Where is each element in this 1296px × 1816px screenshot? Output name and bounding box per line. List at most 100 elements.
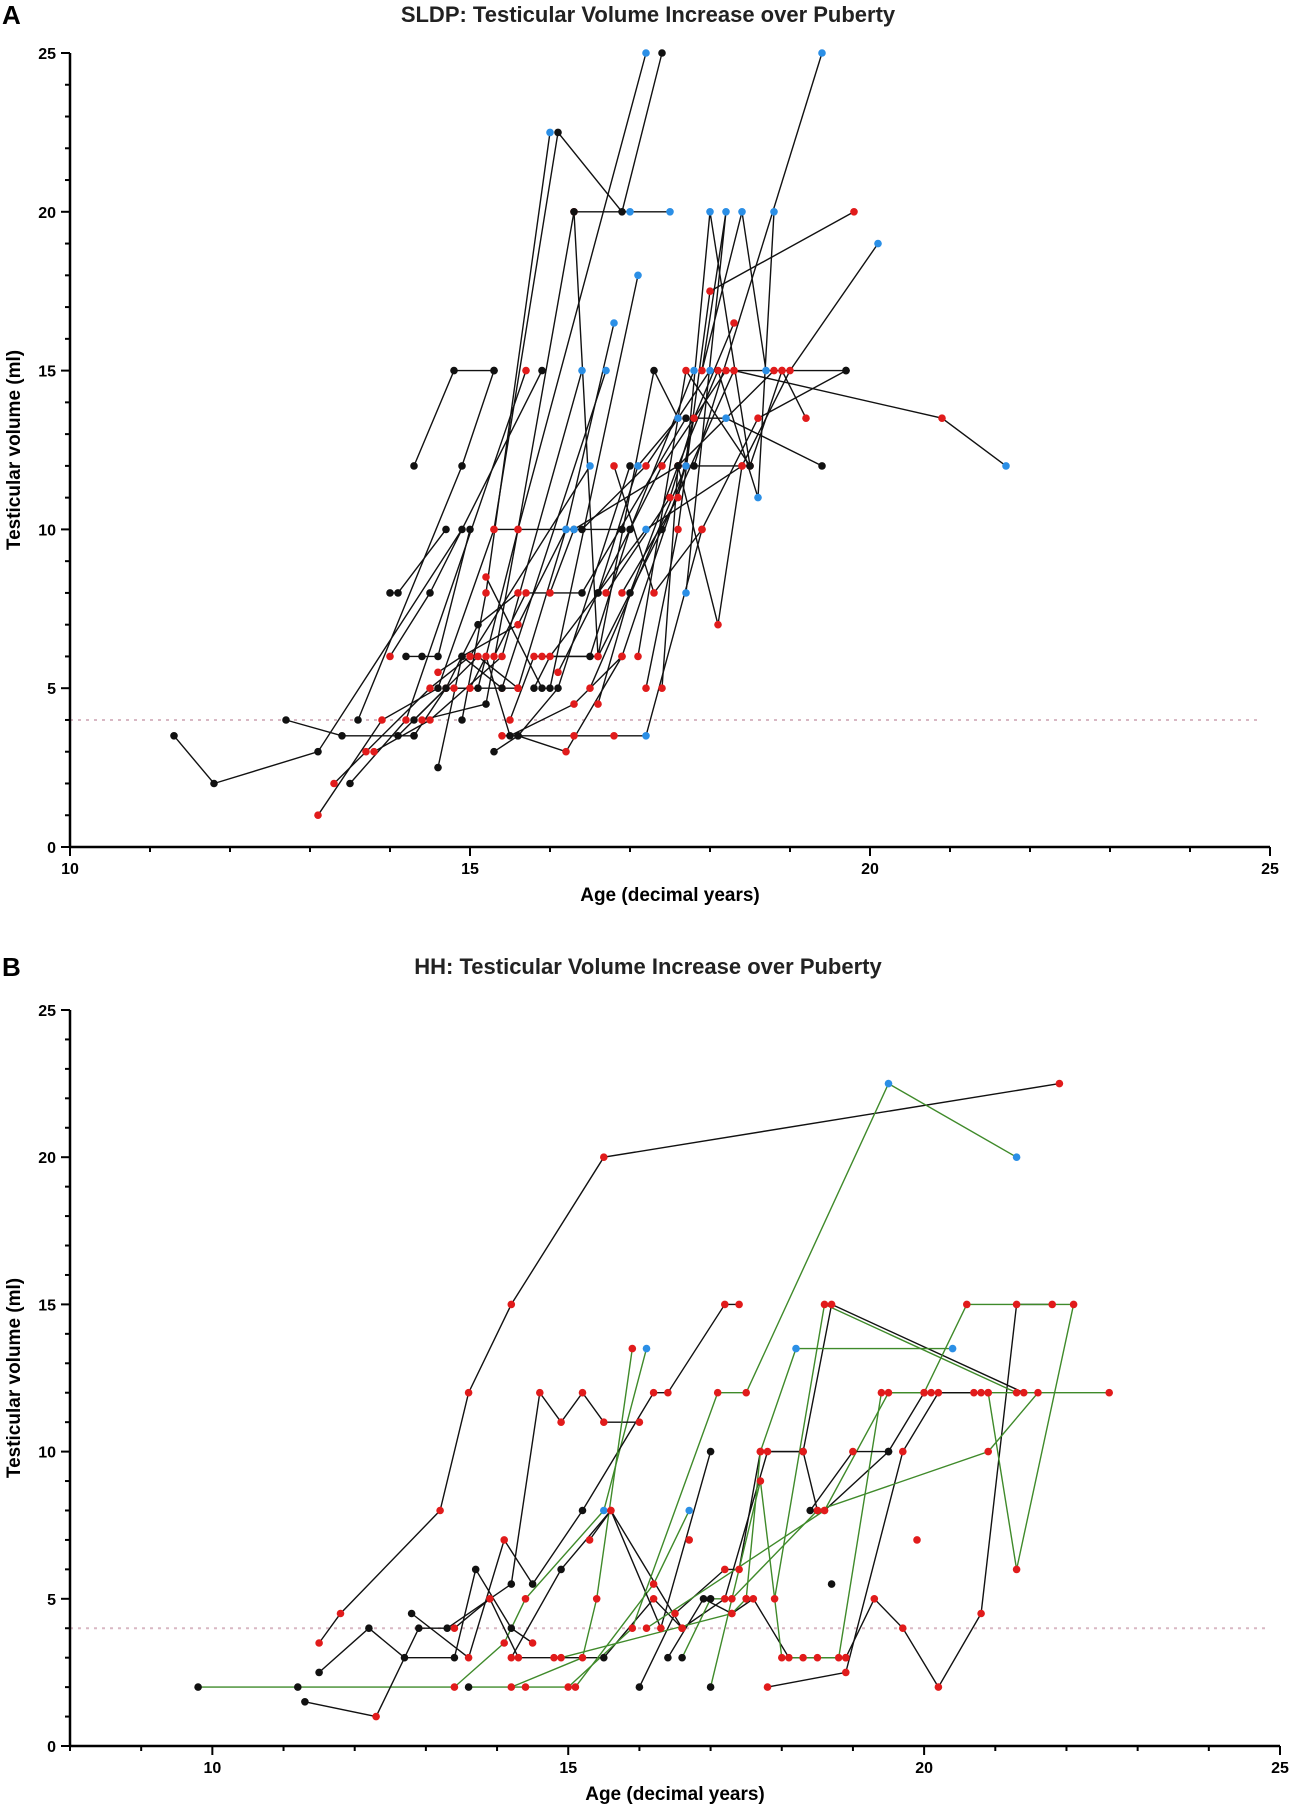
chart-a-data-point [634,462,642,470]
chart-b-data-point [927,1388,935,1397]
chart-a-series-line [597,465,750,705]
chart-a-series-line [677,243,879,625]
chart-a-data-point [498,652,506,661]
chart-a-data-point [706,366,714,375]
chart-a-data-point [690,462,698,470]
chart-b-data-point [842,1653,850,1662]
chart-b-data-point [578,1388,587,1397]
chart-a-data-point [674,493,682,502]
chart-a-data-point [778,366,786,375]
panel-b: B HH: Testicular Volume Increase over Pu… [0,952,1296,1816]
chart-a-data-point [738,462,746,470]
chart-b-series-line [304,1390,640,1718]
chart-b-data-point [884,1079,893,1088]
chart-b-data-point [799,1653,807,1662]
chart-a-data-point [626,208,634,216]
chart-b-data-point [607,1506,615,1515]
chart-a-data-point [458,525,466,534]
chart-a-data-point [570,208,578,216]
chart-b-data-point [649,1580,658,1588]
chart-b-series-line [767,1392,989,1688]
chart-b-data-point [721,1565,729,1574]
chart-a-data-point [514,620,522,629]
chart-b-data-point [706,1683,715,1691]
chart-a-data-point [530,684,538,692]
chart-a-data-point [466,652,474,661]
chart-b-x-tick-label: 20 [915,1760,933,1777]
chart-a-data-point [434,668,442,677]
chart-a-data-point [618,208,626,216]
chart-a: 0 5 10 15 20 25 10 15 20 25 Age (decimal years) Tes… [4,46,1279,906]
chart-b-data-point [870,1595,879,1603]
chart-b-data-point [315,1639,323,1647]
chart-a-data-point [506,716,514,724]
chart-b-data-point [365,1624,373,1632]
chart-a-data-point [802,414,810,423]
chart-a-x-tick-label: 25 [1261,861,1279,878]
chart-a-y-tick-label: 20 [38,205,56,222]
chart-b-data-point [436,1506,444,1515]
chart-a-data-point [610,462,618,470]
chart-a-data-point [730,319,738,327]
chart-a-data-point [522,589,530,597]
chart-a-data-point [314,747,322,756]
chart-title-a: SLDP: Testicular Volume Increase over Pu… [400,2,896,27]
chart-b-data-point [920,1388,928,1397]
chart-a-data-point [458,462,466,470]
chart-a-data-point [330,779,338,788]
chart-a-data-point [842,366,850,375]
chart-a-data-point [482,573,490,581]
chart-a-data-point [698,525,706,534]
chart-b-data-point [557,1418,565,1426]
chart-a-data-point [642,49,650,57]
chart-b-series-line [198,1348,648,1688]
chart-a-data-point [642,732,650,740]
chart-a-data-point [666,208,674,216]
chart-b-data-point [934,1683,943,1691]
chart-b-data-point [877,1388,886,1397]
chart-a-data-point [674,414,682,423]
chart-b-data-point [415,1624,423,1632]
chart-b-data-point [799,1447,807,1456]
chart-b-data-point [770,1595,779,1603]
chart-a-data-point [490,652,498,661]
chart-b-data-point [315,1668,323,1677]
chart-a-data-point [554,668,562,677]
chart-a-data-point [762,366,770,375]
chart-a-data-point [658,462,666,470]
chart-b-data-point [592,1595,601,1603]
chart-a-data-point [482,700,490,708]
chart-a-data-point [442,525,450,534]
chart-a-series-line [557,370,727,673]
chart-a-data-point [354,716,362,724]
chart-a-data-point [426,716,434,724]
chart-a-data-point [498,684,506,692]
chart-b-data-point [834,1653,843,1662]
chart-b-data-point [678,1624,686,1632]
chart-a-data-point [642,684,650,692]
chart-a-data-point [690,414,698,423]
chart-a-data-point [450,684,458,692]
chart-b-data-point [706,1447,715,1456]
chart-a-data-point [658,49,666,57]
chart-b-y-tick-label: 20 [38,1150,56,1167]
chart-b-series-line [567,1082,1017,1688]
chart-a-data-point [626,589,634,597]
chart-a-data-point [770,208,778,216]
chart-a-data-point [418,652,426,661]
chart-b-data-point [585,1536,594,1544]
chart-a-y-tick-label: 15 [38,364,56,381]
chart-a-data-point [490,525,498,534]
chart-b-series-line [681,1392,1039,1659]
chart-a-data-point [434,684,442,692]
chart-b-data-point [820,1300,829,1309]
chart-a-data-point [1002,462,1010,470]
chart-a-data-point [594,700,602,708]
chart-b-data-point [507,1653,516,1662]
chart-a-data-point [818,462,826,470]
chart-b-data-point [372,1712,380,1721]
chart-b-data-point [578,1506,587,1515]
chart-a-data-point [418,716,426,724]
chart-b-data-point [400,1653,409,1662]
chart-a-data-point [450,366,458,375]
